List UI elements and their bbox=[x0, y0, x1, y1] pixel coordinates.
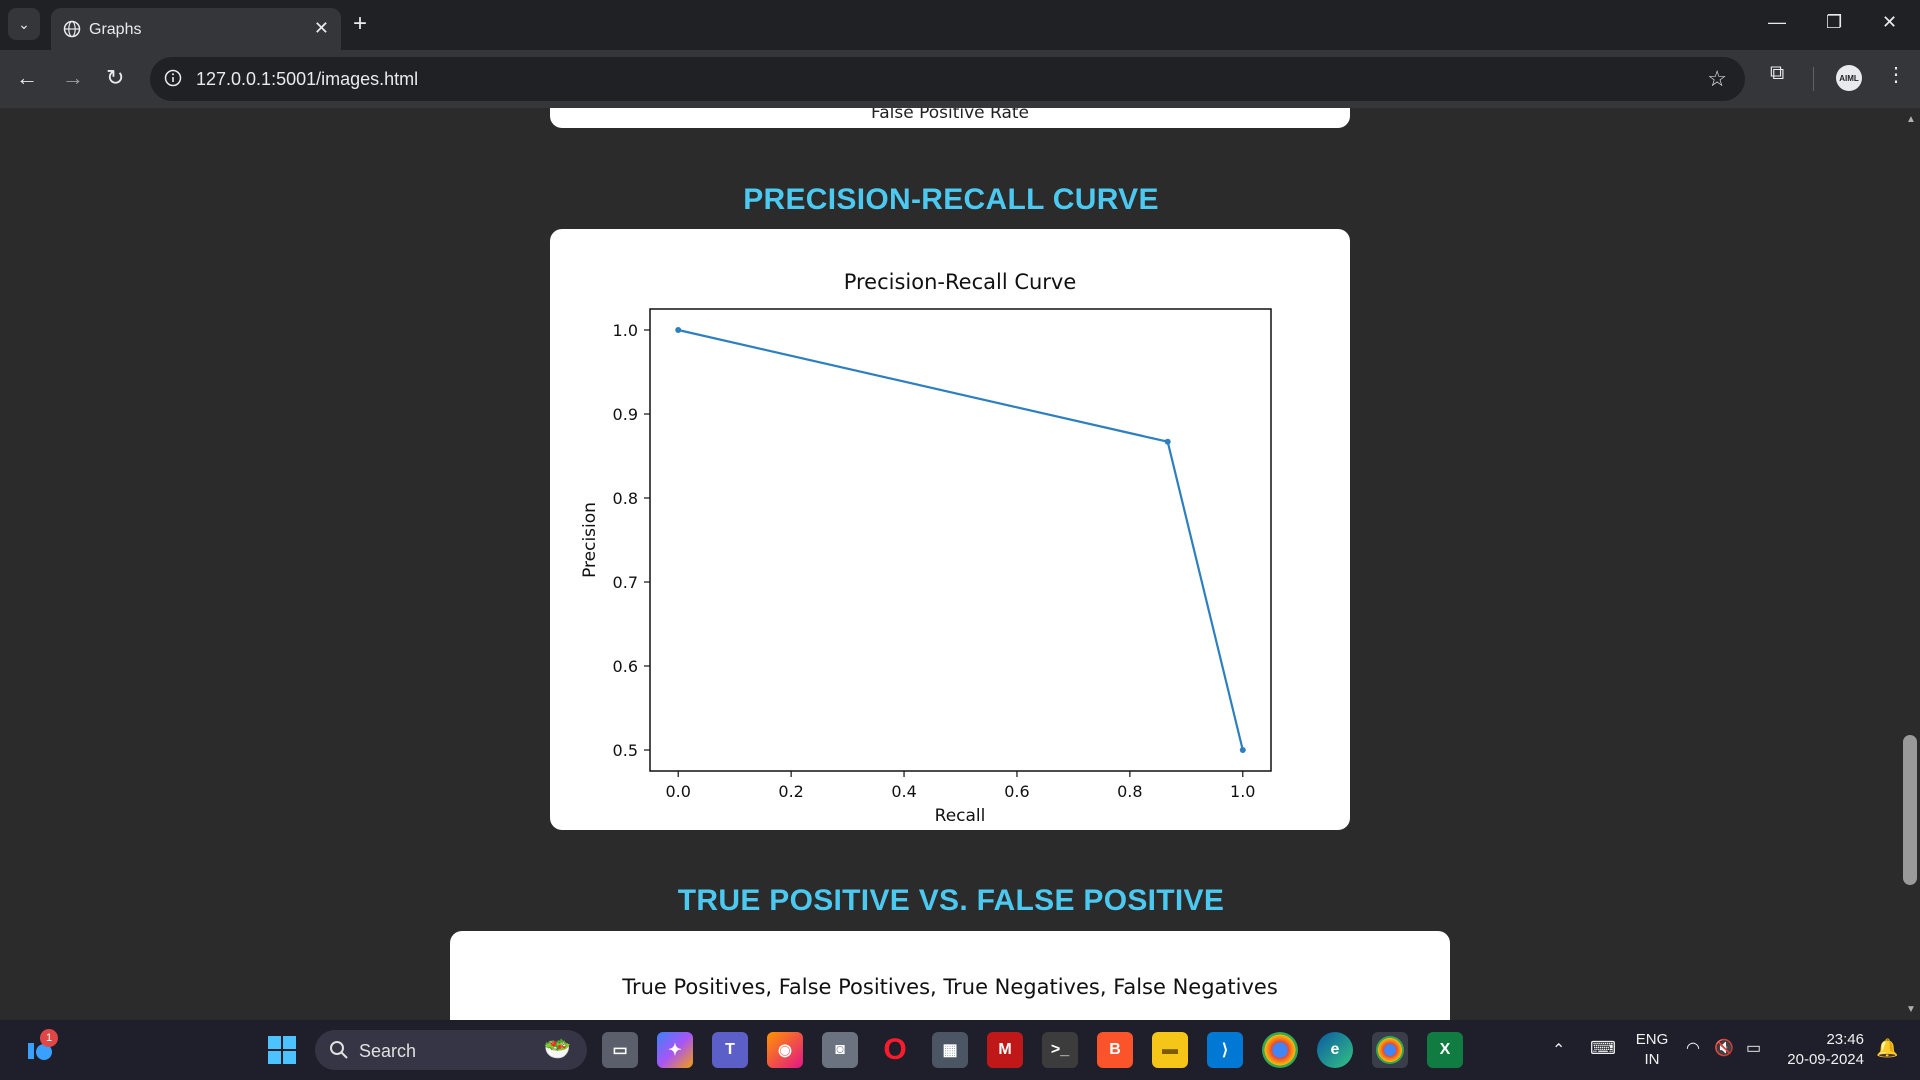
language-top[interactable]: ENG bbox=[1635, 1031, 1669, 1048]
x-tick-label: 0.2 bbox=[778, 782, 803, 801]
y-tick-label: 1.0 bbox=[613, 321, 638, 340]
search-placeholder: Search bbox=[359, 1041, 417, 1061]
tab-title: Graphs bbox=[89, 21, 142, 38]
x-axis: 0.0 0.2 0.4 0.6 0.8 1.0 bbox=[666, 771, 1255, 801]
notification-bell-icon[interactable]: 🔔 bbox=[1876, 1038, 1899, 1058]
restore-icon[interactable]: ❐ bbox=[1826, 12, 1843, 32]
clock-time[interactable]: 23:46 bbox=[1826, 1031, 1864, 1048]
plot-frame bbox=[649, 308, 1272, 772]
y-axis-label: Precision bbox=[580, 502, 600, 578]
mcafee-icon[interactable]: M bbox=[987, 1032, 1023, 1068]
widgets-icon[interactable] bbox=[22, 1032, 58, 1068]
clock-date[interactable]: 20-09-2024 bbox=[1787, 1051, 1864, 1068]
previous-graph-card: False Positive Rate bbox=[550, 108, 1350, 128]
firefox-icon[interactable]: ◉ bbox=[767, 1032, 803, 1068]
window-close-icon[interactable]: ✕ bbox=[1882, 12, 1898, 32]
windows-start-icon[interactable] bbox=[264, 1032, 300, 1068]
terminal-icon[interactable]: >_ bbox=[1042, 1032, 1078, 1068]
keyboard-icon[interactable]: ⌨ bbox=[1590, 1038, 1616, 1058]
tab-close-icon[interactable]: ✕ bbox=[313, 18, 329, 38]
data-point bbox=[1239, 747, 1246, 753]
precision-recall-chart: Precision-Recall Curve 0.0 0.2 0.4 0.6 0.8 1.… bbox=[580, 270, 1272, 826]
extensions-icon[interactable]: ⧉ bbox=[1770, 62, 1785, 84]
y-axis: 0.5 0.6 0.7 0.8 0.9 1.0 bbox=[613, 321, 650, 760]
section-heading-precision-recall: PRECISION-RECALL CURVE bbox=[743, 183, 1159, 216]
menu-kebab-icon[interactable]: ⋮ bbox=[1886, 64, 1906, 86]
section-heading-true-false-positive: TRUE POSITIVE VS. FALSE POSITIVE bbox=[677, 884, 1225, 917]
confusion-card: True Positives, False Positives, True Ne… bbox=[450, 931, 1450, 1020]
excel-icon[interactable]: X bbox=[1427, 1032, 1463, 1068]
precision-recall-card: Precision-Recall Curve 0.0 0.2 0.4 0.6 0.8 1.… bbox=[550, 229, 1350, 830]
x-tick-label: 0.0 bbox=[666, 782, 691, 801]
forward-icon[interactable]: → bbox=[62, 65, 84, 90]
y-tick-label: 0.7 bbox=[613, 573, 638, 592]
browser-title-bar: ⌄ Graphs ✕ + — ❐ ✕ bbox=[0, 0, 1920, 50]
site-info-icon[interactable] bbox=[164, 69, 182, 87]
minimize-icon[interactable]: — bbox=[1768, 12, 1786, 32]
x-tick-label: 1.0 bbox=[1230, 782, 1255, 801]
chrome-icon[interactable] bbox=[1262, 1032, 1298, 1068]
edge-icon[interactable]: e bbox=[1317, 1032, 1353, 1068]
opera-icon[interactable]: O bbox=[883, 1033, 907, 1066]
task-view-icon[interactable]: ▭ bbox=[602, 1032, 638, 1068]
previous-card-axis-label: False Positive Rate bbox=[871, 108, 1029, 119]
x-tick-label: 0.8 bbox=[1117, 782, 1142, 801]
scroll-up-arrow-icon[interactable]: ▲ bbox=[1906, 114, 1916, 125]
search-icon bbox=[330, 1041, 348, 1059]
y-tick-label: 0.8 bbox=[613, 489, 638, 508]
url-text[interactable]: 127.0.0.1:5001/images.html bbox=[196, 69, 419, 89]
x-tick-label: 0.6 bbox=[1004, 782, 1029, 801]
toolbar-separator bbox=[1813, 67, 1814, 91]
new-tab-icon[interactable]: + bbox=[353, 10, 368, 37]
reload-icon[interactable]: ↻ bbox=[106, 65, 125, 90]
tab-search-chevron-icon[interactable]: ⌄ bbox=[8, 8, 40, 40]
precision-recall-line bbox=[677, 328, 1244, 751]
x-tick-label: 0.4 bbox=[891, 782, 916, 801]
chrome-active-icon[interactable] bbox=[1372, 1032, 1408, 1068]
language-bottom[interactable]: IN bbox=[1644, 1051, 1660, 1068]
scrollbar-thumb[interactable] bbox=[1903, 735, 1917, 885]
y-tick-label: 0.5 bbox=[613, 741, 638, 760]
address-bar[interactable]: 127.0.0.1:5001/images.html ☆ bbox=[150, 57, 1745, 101]
camera-icon[interactable]: ◙ bbox=[822, 1032, 858, 1068]
confusion-chart-title: True Positives, False Positives, True Ne… bbox=[622, 975, 1278, 999]
store-icon[interactable]: ▦ bbox=[932, 1032, 968, 1068]
data-point bbox=[675, 327, 682, 333]
chart-title: Precision-Recall Curve bbox=[844, 270, 1077, 294]
browser-tab[interactable]: Graphs ✕ bbox=[51, 8, 341, 50]
page-viewport: False Positive Rate PRECISION-RECALL CUR… bbox=[0, 108, 1902, 1020]
teams-icon[interactable]: T bbox=[712, 1032, 748, 1068]
notification-badge: 1 bbox=[40, 1029, 58, 1047]
data-point bbox=[1164, 438, 1171, 445]
y-tick-label: 0.6 bbox=[613, 657, 638, 676]
back-icon[interactable]: ← bbox=[16, 65, 38, 90]
scroll-down-arrow-icon[interactable]: ▼ bbox=[1906, 1004, 1916, 1015]
volume-muted-icon[interactable]: 🔇 bbox=[1714, 1040, 1734, 1057]
wifi-icon[interactable]: ◠ bbox=[1686, 1040, 1700, 1057]
profile-avatar[interactable]: AIML bbox=[1836, 65, 1862, 91]
globe-icon bbox=[63, 20, 81, 38]
bookmark-star-icon[interactable]: ☆ bbox=[1707, 66, 1727, 91]
precision-recall-series bbox=[675, 327, 1246, 753]
vscode-icon[interactable]: ⟩ bbox=[1207, 1032, 1243, 1068]
copilot-icon[interactable]: ✦ bbox=[657, 1032, 693, 1068]
browser-toolbar: ← → ↻ 127.0.0.1:5001/images.html ☆ ⧉ AIM… bbox=[0, 50, 1920, 108]
tray-expand-chevron-icon[interactable]: ⌃ bbox=[1552, 1042, 1566, 1059]
y-tick-label: 0.9 bbox=[613, 405, 638, 424]
battery-icon[interactable]: ▭ bbox=[1746, 1040, 1762, 1057]
taskbar-search[interactable]: Search 🥗 bbox=[315, 1030, 587, 1070]
search-highlight-icon: 🥗 bbox=[543, 1036, 571, 1061]
x-axis-label: Recall bbox=[935, 806, 986, 826]
brave-icon[interactable]: B bbox=[1097, 1032, 1133, 1068]
file-explorer-icon[interactable]: ▬ bbox=[1152, 1032, 1188, 1068]
